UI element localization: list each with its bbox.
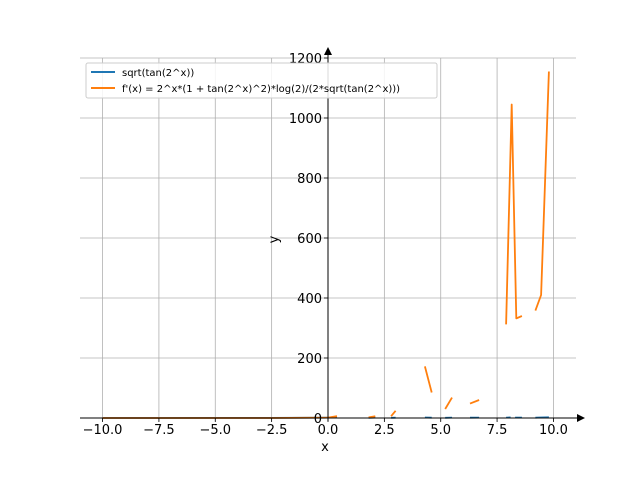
series-2-line [444, 397, 453, 410]
legend-box [85, 62, 438, 99]
y-tick-label: 800 [297, 172, 322, 187]
x-tick-label: −7.5 [143, 423, 175, 438]
x-axis-arrow [577, 414, 585, 422]
legend: sqrt(tan(2^x)) f'(x) = 2^x*(1 + tan(2^x)… [85, 62, 438, 99]
y-tick-label: 200 [297, 352, 322, 367]
x-tick-label: 2.5 [374, 423, 395, 438]
series-2-line [424, 366, 433, 393]
x-tick-label: 10.0 [539, 423, 568, 438]
x-tick-label: 0.0 [318, 423, 339, 438]
x-tick-label: −5.0 [199, 423, 231, 438]
x-tick-label: −2.5 [256, 423, 288, 438]
y-tick-label: 600 [297, 232, 322, 247]
ticks: −10.0 −7.5 −5.0 −2.5 0.0 2.5 5.0 7.5 10.0 0 200 400… [83, 52, 568, 438]
series-2-line [368, 415, 376, 419]
axes [80, 47, 585, 422]
y-tick-label: 0 [314, 412, 322, 427]
y-tick-label: 400 [297, 292, 322, 307]
y-axis-arrow [324, 47, 332, 55]
series-2-line [534, 71, 550, 311]
legend-label-series-2: f'(x) = 2^x*(1 + tan(2^x)^2)*log(2)/(2*s… [122, 84, 400, 95]
y-tick-label: 1000 [289, 112, 322, 127]
x-axis-label: x [321, 440, 329, 455]
x-tick-label: 7.5 [487, 423, 508, 438]
series-layer [102, 71, 550, 419]
series-2-line [469, 399, 480, 405]
x-tick-label: 5.0 [430, 423, 451, 438]
legend-label-series-1: sqrt(tan(2^x)) [122, 68, 194, 79]
y-axis-label: y [267, 235, 282, 243]
x-tick-label: −10.0 [83, 423, 123, 438]
series-2-line [505, 103, 523, 325]
series-2-line [390, 410, 397, 417]
